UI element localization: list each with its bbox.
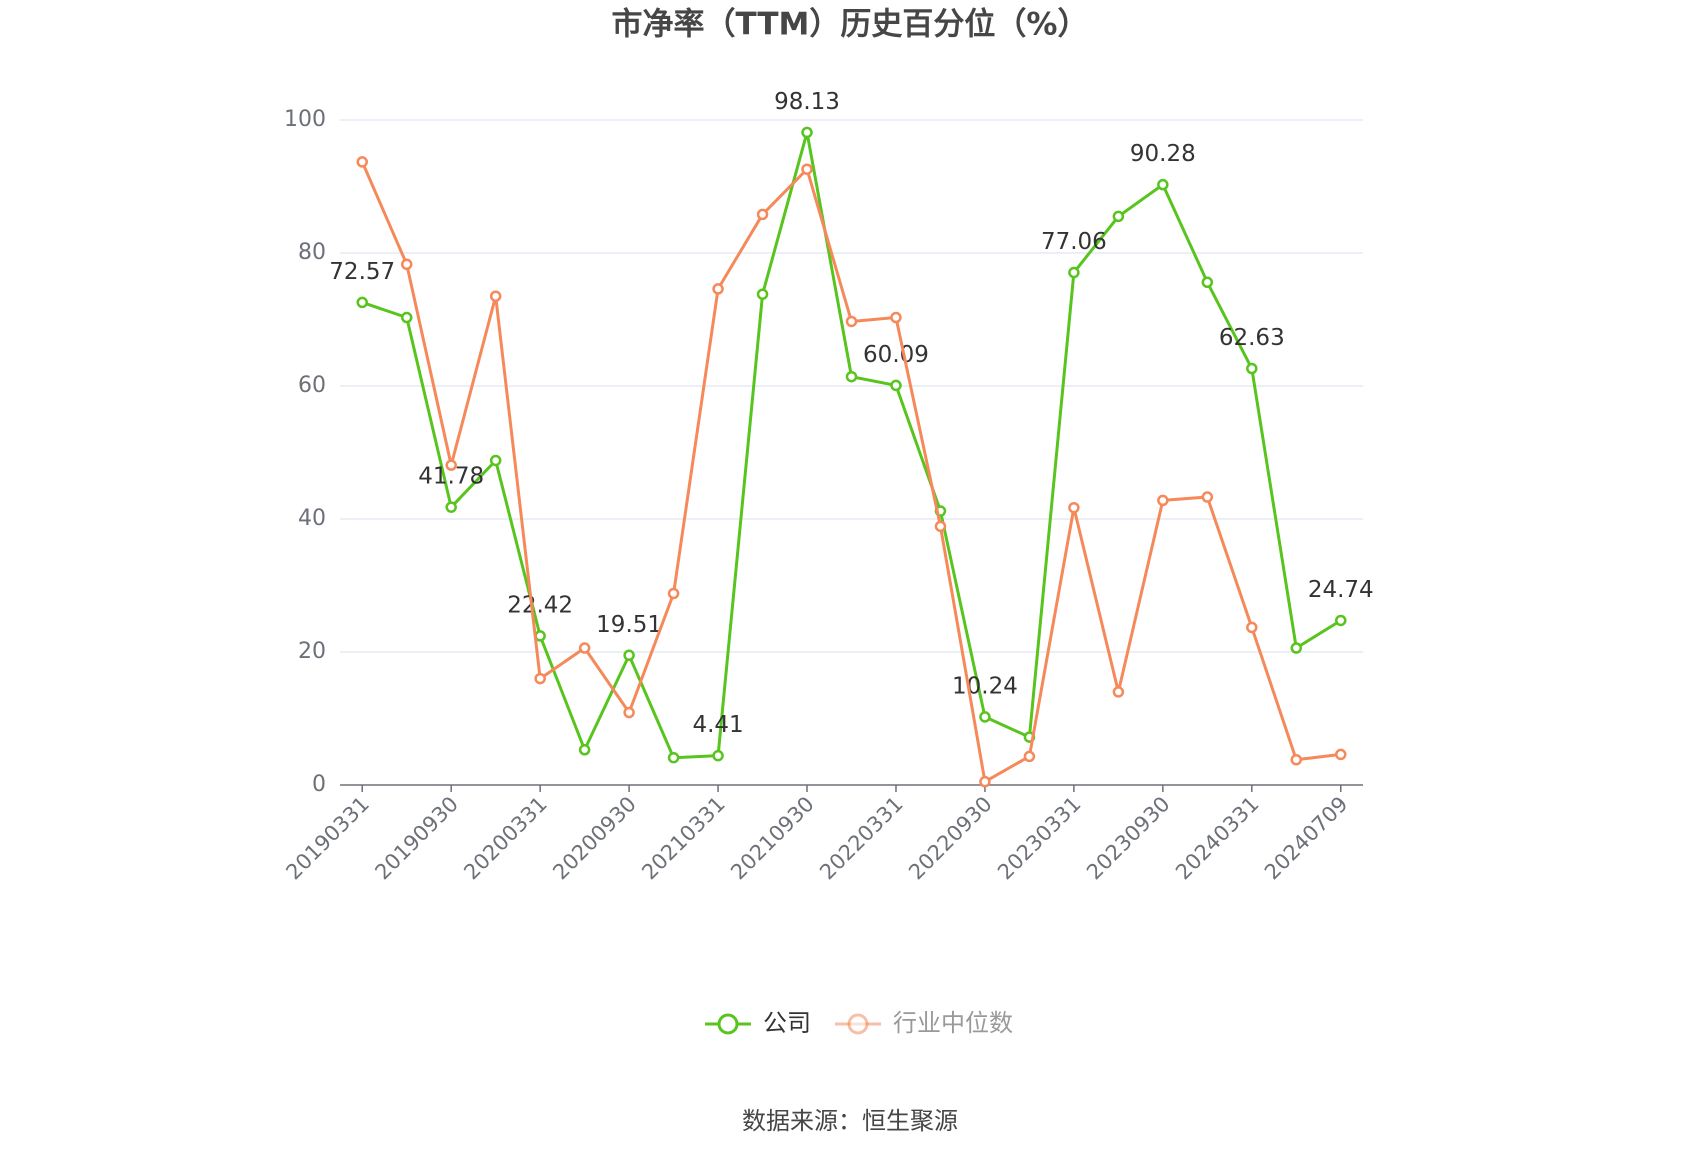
data-label: 60.09 xyxy=(863,342,929,368)
legend: 公司 行业中位数 xyxy=(705,1009,1013,1037)
data-point xyxy=(1201,491,1214,503)
data-point xyxy=(890,379,902,392)
data-point xyxy=(489,290,502,302)
data-point xyxy=(667,587,680,600)
data-point xyxy=(1023,750,1036,763)
data-point xyxy=(934,520,947,533)
data-point xyxy=(1335,748,1347,761)
data-point xyxy=(1246,621,1258,634)
data-point xyxy=(756,208,769,221)
x-tick-label: 20240709 xyxy=(1260,792,1353,885)
data-point xyxy=(400,258,413,271)
data-point xyxy=(1201,276,1214,289)
legend-label: 行业中位数 xyxy=(893,1009,1013,1037)
data-point xyxy=(445,501,457,513)
data-point xyxy=(1157,178,1169,191)
data-label: 77.06 xyxy=(1041,229,1107,255)
data-point xyxy=(623,649,635,662)
y-tick-label: 40 xyxy=(298,506,326,531)
x-tick-label: 20200331 xyxy=(459,792,552,885)
data-point xyxy=(756,288,769,300)
x-tick-label: 20200930 xyxy=(548,792,641,885)
data-point xyxy=(400,311,413,324)
data-point xyxy=(1068,501,1080,514)
data-point xyxy=(667,751,680,764)
x-tick-label: 20230930 xyxy=(1082,792,1175,885)
data-point xyxy=(979,775,991,788)
x-tick-label: 20190930 xyxy=(370,792,463,885)
x-tick-label: 20190331 xyxy=(281,792,374,885)
data-point xyxy=(489,454,502,467)
data-point xyxy=(578,744,591,756)
legend-marker xyxy=(847,1013,869,1035)
data-point xyxy=(1290,642,1303,654)
data-label: 90.28 xyxy=(1130,141,1196,167)
data-point xyxy=(578,642,591,654)
y-tick-label: 80 xyxy=(298,240,326,265)
y-tick-label: 0 xyxy=(312,772,326,797)
data-point xyxy=(1157,494,1169,507)
data-point xyxy=(979,711,991,723)
data-point xyxy=(1246,362,1258,375)
data-point xyxy=(712,749,724,762)
data-point xyxy=(712,283,724,295)
x-tick-label: 20220331 xyxy=(815,792,908,885)
data-label: 72.57 xyxy=(329,259,395,285)
data-point xyxy=(356,156,368,168)
data-point xyxy=(623,706,635,719)
data-label: 22.42 xyxy=(507,592,573,618)
y-tick-label: 20 xyxy=(298,639,326,664)
y-tick-label: 100 xyxy=(284,107,326,132)
y-tick-label: 60 xyxy=(298,373,326,398)
data-point xyxy=(1112,686,1125,698)
data-label: 24.74 xyxy=(1308,577,1374,603)
data-point xyxy=(845,370,858,383)
data-point xyxy=(801,126,813,139)
data-point xyxy=(356,296,368,309)
legend-marker xyxy=(717,1013,739,1035)
data-point xyxy=(1112,210,1125,223)
data-label: 98.13 xyxy=(774,89,840,115)
source-note: 数据来源：恒生聚源 xyxy=(742,1107,958,1135)
data-point xyxy=(1290,753,1303,766)
data-label: 62.63 xyxy=(1219,325,1285,351)
x-tick-label: 20210331 xyxy=(637,792,730,885)
data-label: 10.24 xyxy=(952,673,1018,699)
data-point xyxy=(1335,614,1347,627)
x-tick-label: 20210930 xyxy=(726,792,819,885)
chart-title: 市净率（TTM）历史百分位（%） xyxy=(612,7,1089,43)
series-line xyxy=(361,130,1342,760)
data-point xyxy=(801,163,813,175)
x-tick-label: 20220930 xyxy=(904,792,997,885)
legend-label: 公司 xyxy=(763,1009,811,1037)
data-point xyxy=(445,459,457,471)
data-label: 19.51 xyxy=(596,612,662,638)
data-label: 4.41 xyxy=(692,712,743,738)
x-tick-label: 20240331 xyxy=(1171,792,1264,885)
data-point xyxy=(845,315,858,328)
data-point xyxy=(534,672,546,685)
data-point xyxy=(1068,266,1080,279)
data-point xyxy=(890,311,902,324)
x-tick-label: 20230331 xyxy=(993,792,1086,885)
